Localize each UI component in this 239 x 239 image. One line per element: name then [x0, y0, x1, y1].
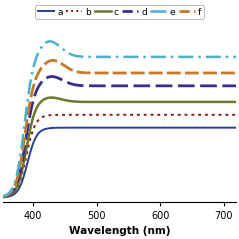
e [0, 195, 3, 198]
a [144, 126, 147, 129]
f [181, 71, 184, 74]
c [15, 187, 17, 190]
c [139, 100, 141, 103]
e [145, 55, 148, 58]
d [152, 84, 155, 87]
f [238, 71, 239, 74]
Line: b: b [1, 115, 239, 197]
Line: d: d [1, 76, 239, 197]
a [180, 126, 183, 129]
b [238, 113, 239, 116]
e [49, 40, 51, 43]
f [205, 71, 208, 74]
c [181, 100, 184, 103]
d [238, 84, 239, 87]
a [238, 126, 239, 129]
d [139, 84, 141, 87]
d [0, 196, 3, 199]
c [50, 96, 53, 99]
a [193, 126, 196, 129]
d [205, 84, 208, 87]
b [191, 113, 194, 116]
e [152, 55, 155, 58]
c [238, 100, 239, 103]
e [139, 55, 141, 58]
e [238, 55, 239, 58]
e [15, 176, 17, 179]
f [0, 196, 3, 198]
b [15, 188, 17, 191]
a [205, 126, 208, 129]
a [152, 126, 154, 129]
b [0, 196, 3, 199]
f [145, 71, 148, 74]
f [152, 71, 155, 74]
f [51, 59, 54, 62]
Line: f: f [1, 60, 239, 197]
X-axis label: Wavelength (nm): Wavelength (nm) [69, 226, 170, 236]
b [152, 113, 154, 116]
e [181, 55, 184, 58]
a [15, 191, 17, 194]
f [15, 181, 17, 184]
Line: e: e [1, 41, 239, 197]
d [145, 84, 148, 87]
Line: c: c [1, 98, 239, 197]
f [139, 71, 141, 74]
b [180, 113, 183, 116]
b [205, 113, 208, 116]
a [0, 196, 3, 199]
c [205, 100, 208, 103]
d [181, 84, 184, 87]
c [0, 196, 3, 199]
Line: a: a [1, 128, 239, 197]
c [152, 100, 155, 103]
a [138, 126, 141, 129]
b [138, 113, 141, 116]
c [145, 100, 148, 103]
d [15, 184, 17, 187]
e [205, 55, 208, 58]
Legend: a, b, c, d, e, f: a, b, c, d, e, f [35, 5, 204, 19]
d [51, 75, 54, 78]
b [144, 113, 147, 116]
